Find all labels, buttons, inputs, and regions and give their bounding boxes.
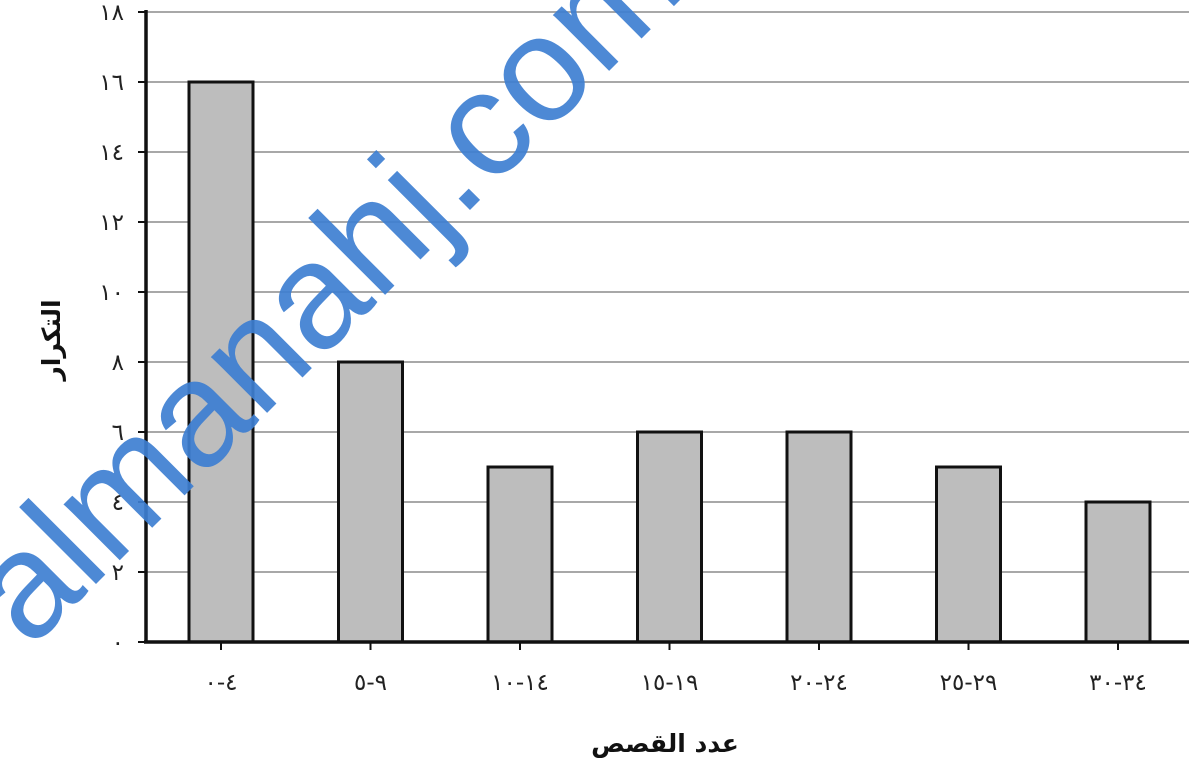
x-tick-labels: ٤-٠ ٩-٥ ١٤-١٠ ١٩-١٥ ٢٤-٢٠ ٢٩-٢٥ ٣٤-٣٠: [204, 670, 1146, 696]
bar: [935, 465, 1002, 644]
axes: [144, 10, 1189, 644]
axis-ticks: [138, 11, 1119, 650]
y-tick-label: ٦: [112, 420, 124, 446]
y-tick-labels: ٠ ٢ ٤ ٦ ٨ ١٠ ١٢ ١٤ ١٦ ١٨: [99, 0, 124, 656]
grid-lines: [146, 11, 1189, 573]
y-tick-label: ٤: [112, 490, 124, 516]
bar: [785, 430, 853, 644]
y-tick-label: ١٤: [99, 140, 124, 166]
y-tick-label: ١٢: [99, 210, 124, 236]
y-tick-label: ٢: [112, 560, 124, 586]
y-tick-label: ١٨: [99, 0, 124, 26]
bar: [1084, 500, 1152, 644]
x-tick-label: ٩-٥: [354, 670, 387, 696]
x-tick-label: ٣٤-٣٠: [1089, 670, 1147, 696]
y-tick-label: ١٠: [99, 280, 124, 306]
x-tick-label: ٤-٠: [204, 670, 237, 696]
bar: [486, 465, 554, 644]
x-tick-label: ٢٤-٢٠: [790, 670, 848, 696]
y-axis-title: التكرار: [37, 299, 67, 382]
x-tick-label: ١٤-١٠: [491, 670, 549, 696]
y-tick-label: ٠: [112, 630, 124, 656]
bar: [337, 360, 404, 644]
y-tick-label: ٨: [112, 350, 124, 376]
y-tick-label: ١٦: [99, 70, 124, 96]
bars: [187, 80, 1152, 644]
x-tick-label: ١٩-١٥: [641, 670, 699, 696]
x-axis-title: عدد القصص: [591, 729, 739, 758]
x-tick-label: ٢٩-٢٥: [940, 670, 998, 696]
bar: [187, 80, 255, 644]
bar: [636, 430, 703, 644]
